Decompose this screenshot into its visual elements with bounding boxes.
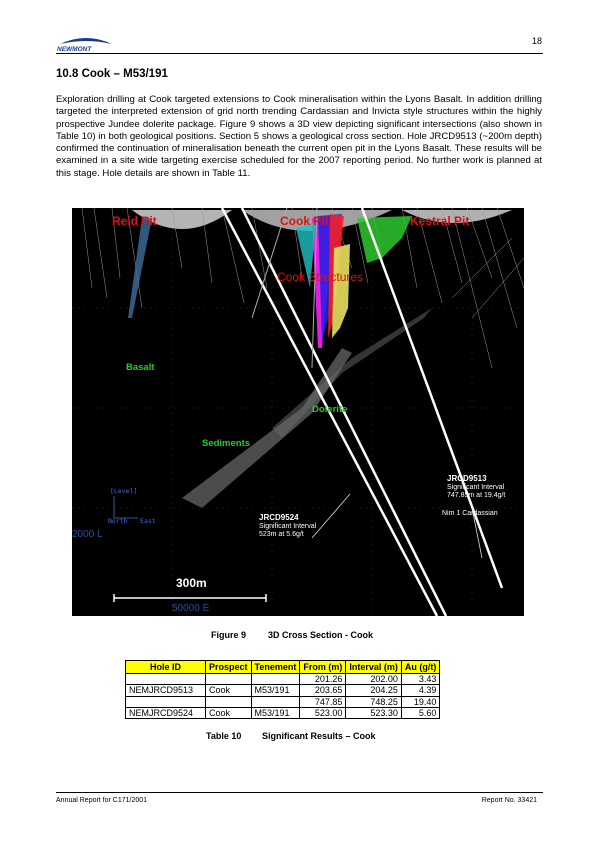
- section-title: 10.8 Cook – M53/191: [56, 68, 168, 80]
- table-row: 747.85 748.25 19.40: [125, 695, 441, 708]
- pointer-lines: [311, 493, 483, 559]
- table-row: NEMJRCD9524 Cook M53/191 523.00 523.30 5…: [125, 706, 441, 720]
- newmont-logo: NEWMONT: [57, 38, 112, 53]
- axis-north-label: North: [108, 517, 128, 525]
- dolerite-label: Dolerite: [312, 404, 348, 415]
- results-table: Hole ID Prospect Tenement From (m) Inter…: [125, 660, 441, 720]
- figure-caption-number: Figure 9: [211, 630, 247, 640]
- reid-structure: [128, 218, 152, 318]
- hole-jrcd9524-line2: 523m at 5.6g/t: [259, 531, 304, 538]
- grid-lines: [72, 208, 524, 616]
- col-tenement: Tenement: [250, 660, 301, 674]
- axis-triad: [113, 496, 138, 519]
- hole-jrcd9513-label: JRCD9513 Significant Interval 747.85m at…: [447, 474, 505, 501]
- header-rule: [56, 53, 543, 54]
- hole-jrcd9513-id: JRCD9513: [447, 474, 487, 483]
- kestral-pit-label: Kestral Pit: [410, 214, 470, 228]
- cook-structures-label: Cook Structures: [277, 270, 364, 284]
- footer-right: Report No. 33421: [481, 797, 537, 804]
- easting-label: 50000 E: [172, 603, 210, 614]
- cross-section-render: [72, 208, 524, 616]
- hole-jrcd9524-id: JRCD9524: [259, 513, 299, 522]
- footer-rule: [56, 792, 543, 793]
- col-hole-id: Hole ID: [125, 660, 206, 674]
- hole-jrcd9513-line1: Significant Interval: [447, 483, 505, 491]
- kestral-structure: [357, 216, 412, 263]
- footer-left: Annual Report for C171/2001: [56, 797, 148, 804]
- page-number: 18: [531, 36, 542, 46]
- logo-text: NEWMONT: [57, 46, 92, 53]
- scale-bar: [113, 594, 267, 602]
- cross-section-figure: Reid Pit Cook Pit Kestral Pit Cook Struc…: [72, 208, 524, 616]
- scale-bar-label: 300m: [176, 576, 207, 590]
- table-row: 201.26 202.00 3.43: [125, 672, 441, 686]
- table-caption-text: Significant Results – Cook: [262, 731, 376, 741]
- body-paragraph: Exploration drilling at Cook targeted ex…: [56, 94, 542, 179]
- col-from: From (m): [299, 660, 347, 674]
- table-header-row: Hole ID Prospect Tenement From (m) Inter…: [125, 660, 441, 674]
- table-row: NEMJRCD9513 Cook M53/191 203.65 204.25 4…: [125, 684, 441, 697]
- cook-pit-label: Cook Pit: [280, 214, 329, 228]
- basalt-label: Basalt: [126, 362, 155, 373]
- hole-jrcd9513-line2: 747.85m at 19.4g/t: [447, 492, 506, 499]
- medium-drillholes: [251, 208, 318, 369]
- shear-plane: [182, 348, 352, 508]
- hole-jrcd9524-label: JRCD9524 Significant Interval 523m at 5.…: [259, 513, 316, 540]
- axis-east-label: East: [140, 517, 156, 525]
- col-au: Au (g/t): [400, 660, 441, 674]
- figure-caption-text: 3D Cross Section - Cook: [268, 630, 374, 640]
- cook-structures: [296, 214, 350, 348]
- col-prospect: Prospect: [205, 660, 252, 674]
- axis-level-label: [Level]: [110, 487, 138, 495]
- deep-drillholes: [220, 208, 504, 616]
- table-caption-number: Table 10: [206, 731, 242, 741]
- level-2000-label: 2000 L: [72, 529, 103, 540]
- sediments-label: Sediments: [202, 438, 251, 449]
- reid-pit-label: Reid Pit: [112, 214, 157, 228]
- col-interval: Interval (m): [345, 660, 402, 674]
- nim-cardassian-label: Nim 1 Cardassian: [442, 510, 498, 517]
- hole-jrcd9524-line1: Significant Interval: [259, 522, 317, 530]
